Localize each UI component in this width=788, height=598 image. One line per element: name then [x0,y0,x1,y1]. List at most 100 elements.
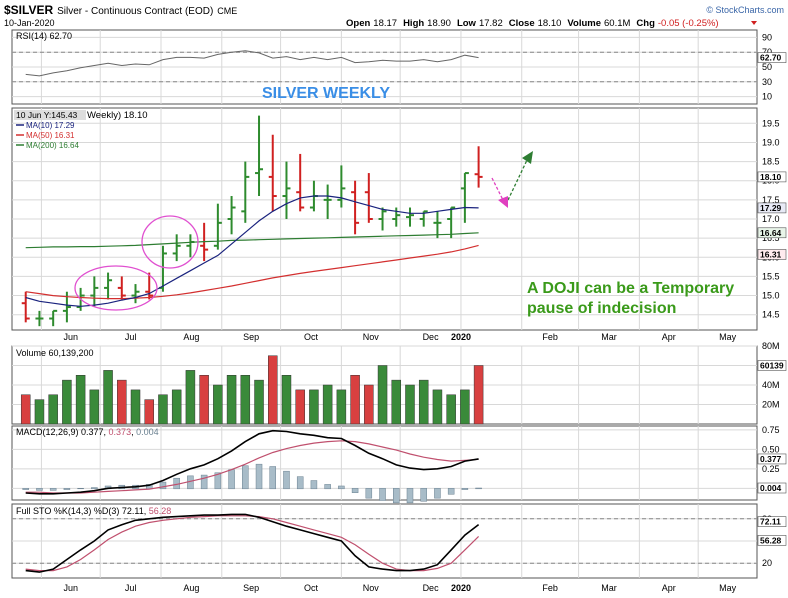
last-macd-label-box [757,453,787,465]
price-overlay-label: 10 Jun Y:145.43 [16,110,78,120]
macd-histogram-bar [283,470,290,490]
volume-bar [89,389,100,425]
last-rsi-label: 62.70 [760,53,782,63]
volume-bar [130,389,141,425]
volume-bar [185,370,196,425]
volume-bar [62,379,72,425]
x-tick-label: Mar [601,332,617,342]
volume-bar [158,394,168,425]
macd-histogram-bar [159,481,167,490]
last-ma200-label: 16.64 [760,228,782,238]
macd-histogram-bar [406,488,414,504]
last-ma200-label-box [757,227,787,239]
sto-k-line [25,513,480,573]
y-tick-label: 80M [762,341,780,351]
macd-histogram-bar [22,488,29,490]
legends: RSI(14) 62.70 10 Jun Y:145.43 Weekly) 18.1… [14,31,171,516]
down-arrow-line [491,177,504,201]
last-macd-label: 0.377 [760,454,782,464]
price-overlay-box [14,110,86,120]
chart-title: SILVER WEEKLY [262,85,390,102]
down-arrow-icon [498,196,508,208]
volume-bar [199,375,209,425]
macd-signal-line [25,440,479,494]
volume-bar [377,365,388,425]
y-tick-label: 10 [762,92,772,102]
ma10-line [25,195,479,307]
volume-bar [103,370,113,425]
y-tick-label: 18.5 [762,157,780,167]
rsi-line [25,50,479,77]
header-date: 10-Jan-2020 [4,18,55,28]
macd-histogram-bar [324,484,331,490]
last-ma10-label: 17.29 [760,203,782,213]
volume-legend-label: Volume 60,139,200 [16,348,94,358]
y-tick-label: 50 [762,62,772,72]
ma50-line [25,244,479,300]
y-tick-label: 20 [762,558,772,568]
x-tick-label: Nov [363,583,380,593]
y-tick-label: 0.75 [762,425,780,435]
volume-bar [75,375,86,425]
volume-bar [20,394,31,425]
macd-histogram-bar [379,488,386,501]
x-tick-label: Aug [183,332,199,342]
consolidation-circle-1 [74,265,158,311]
x-tick-label: Jun [64,583,79,593]
symbol-title: $SILVER Silver - Continuous Contract (EOD… [4,3,237,17]
x-tick-label: Dec [423,332,440,342]
last-sto-d-label-box [757,535,787,546]
y-tick-label: 14.5 [762,310,780,320]
up-arrow-icon [522,151,533,164]
x-tick-label: Apr [662,583,676,593]
volume-bar [48,394,58,425]
macd-histogram-bar [434,488,441,499]
last-ma50-label-box [757,249,787,260]
y-tick-label: 19.5 [762,118,780,128]
chg-down-arrow-icon [751,21,757,25]
volume-bar [144,399,154,425]
macd-line [25,429,479,495]
x-tick-label: Dec [423,583,440,593]
macd-histogram-bar [49,488,57,491]
macd-histogram-bar [214,472,222,490]
consolidation-circle-2 [141,215,199,269]
y-tick-label: 17.5 [762,195,780,205]
volume-bar [34,399,45,425]
macd-histogram-bar [200,474,208,490]
x-tick-label: May [719,583,737,593]
x-tick-label: 2020 [451,332,471,342]
up-arrow-line [507,157,529,201]
macd-histogram-bar [255,463,263,490]
y-tick-label: 15.0 [762,291,780,301]
legend-label: MA(10) 17.29 [26,121,75,130]
macd-legend-part: 0.373 [109,427,132,437]
volume-bar [171,389,182,425]
last-macd-hist-label-box [757,482,787,494]
x-tick-label: Jun [64,332,79,342]
macd-histogram-bar [338,485,345,490]
last-macd-hist-label: 0.004 [760,483,782,493]
volume-bar [213,384,223,425]
last-close-label-box [757,171,787,183]
macd-histogram-bar [91,487,98,490]
volume-bar [364,384,374,425]
x-tick-label: May [719,332,737,342]
annotation-line-1: A DOJI can be a Temporary [527,280,734,297]
x-tick-label: Aug [183,583,199,593]
last-volume-label: 60139 [760,361,784,371]
volume-bar [391,379,402,425]
annotation-line-2: pause of indecision [527,300,676,317]
ma200-line [25,232,479,249]
macd-histogram-bar [447,488,455,495]
macd-histogram-bar [269,466,276,490]
last-sto-k-label: 72.11 [760,517,781,527]
macd-histogram-bar [420,488,427,502]
x-tick-label: Oct [304,332,319,342]
y-tick-label: 90 [762,32,772,42]
macd-histogram-bar [228,469,235,490]
sto-legend-part: Full STO %K(14,3) %D(3) 72.11, [16,506,149,516]
chart-marks: 18.10 17.29 16.64 16.31 62.70 60139 0.377 0.004… [20,50,787,573]
x-tick-label: Sep [243,583,259,593]
annotation-shapes [74,151,533,311]
